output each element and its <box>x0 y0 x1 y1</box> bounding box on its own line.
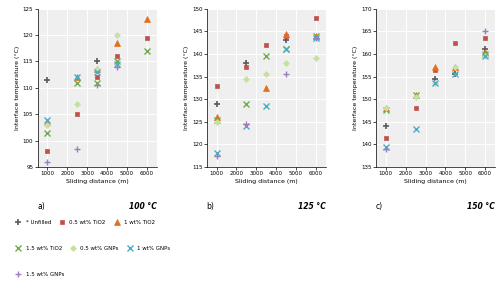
X-axis label: Sliding distance (m): Sliding distance (m) <box>235 179 298 184</box>
Legend: 1.5 wt% GNPs: 1.5 wt% GNPs <box>13 272 64 276</box>
Y-axis label: Interface temperature (°C): Interface temperature (°C) <box>184 46 189 130</box>
Text: 150 °C: 150 °C <box>467 202 495 211</box>
Text: c): c) <box>376 202 383 211</box>
Y-axis label: Interface temperature (°C): Interface temperature (°C) <box>354 46 358 130</box>
Y-axis label: Interface temperature (°C): Interface temperature (°C) <box>15 46 20 130</box>
X-axis label: Sliding distance (m): Sliding distance (m) <box>404 179 467 184</box>
X-axis label: Sliding distance (m): Sliding distance (m) <box>66 179 128 184</box>
Text: b): b) <box>206 202 214 211</box>
Legend: * Unfilled, 0.5 wt% TiO2, 1 wt% TiO2: * Unfilled, 0.5 wt% TiO2, 1 wt% TiO2 <box>13 220 155 225</box>
Legend: 1.5 wt% TiO2, 0.5 wt% GNPs, 1 wt% GNPs: 1.5 wt% TiO2, 0.5 wt% GNPs, 1 wt% GNPs <box>13 246 170 251</box>
Text: a): a) <box>38 202 45 211</box>
Text: 125 °C: 125 °C <box>298 202 326 211</box>
Text: 100 °C: 100 °C <box>129 202 156 211</box>
